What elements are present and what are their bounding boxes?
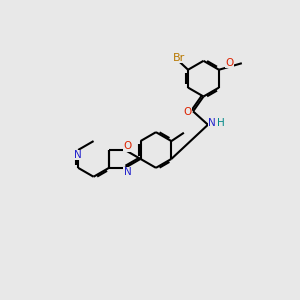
Text: O: O	[184, 107, 192, 117]
Text: N: N	[74, 150, 82, 160]
Text: H: H	[217, 118, 225, 128]
Text: Br: Br	[172, 53, 185, 63]
Text: O: O	[225, 58, 233, 68]
Text: N: N	[124, 167, 131, 177]
Text: O: O	[123, 141, 132, 152]
Text: N: N	[208, 118, 216, 128]
